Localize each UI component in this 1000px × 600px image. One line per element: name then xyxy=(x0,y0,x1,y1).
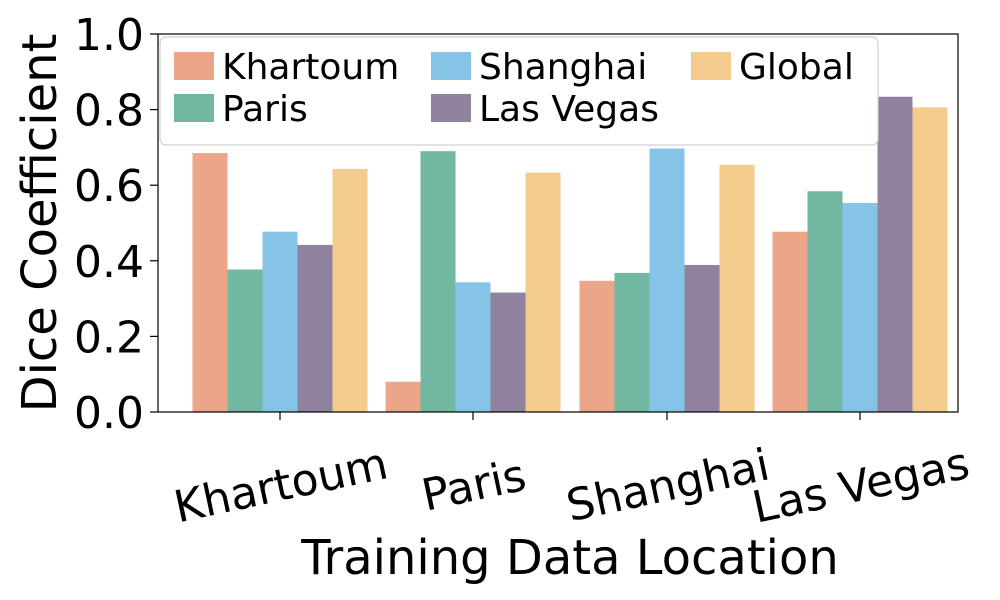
y-tick-label: 0.8 xyxy=(74,86,144,137)
bar-paris-paris xyxy=(420,151,456,412)
bar-las-vegas-khartoum xyxy=(297,244,333,412)
bar-paris-khartoum xyxy=(227,269,263,412)
legend-swatch-khartoum xyxy=(174,52,214,80)
x-tick-label: Khartoum xyxy=(170,438,393,533)
y-tick-label: 1.0 xyxy=(74,10,144,61)
legend-label-global: Global xyxy=(739,47,854,88)
legend-label-las-vegas: Las Vegas xyxy=(479,89,659,130)
legend-label-shanghai: Shanghai xyxy=(479,47,647,88)
legend-label-paris: Paris xyxy=(222,89,308,130)
bar-global-khartoum xyxy=(332,168,368,412)
y-tick-label: 0.2 xyxy=(74,312,144,363)
x-axis-title: Training Data Location xyxy=(300,530,839,586)
bar-global-shanghai xyxy=(719,164,755,412)
bar-global-las-vegas xyxy=(912,107,948,412)
legend-swatch-shanghai xyxy=(431,52,471,80)
y-tick-label: 0.4 xyxy=(74,237,144,288)
legend-label-khartoum: Khartoum xyxy=(222,47,399,88)
plot-frame xyxy=(157,33,959,413)
bar-shanghai-khartoum xyxy=(262,231,298,412)
bar-khartoum-khartoum xyxy=(192,153,228,412)
legend-swatch-paris xyxy=(174,94,214,122)
y-tick-label: 0.6 xyxy=(74,161,144,212)
legend-swatch-las-vegas xyxy=(431,94,471,122)
legend-swatch-global xyxy=(691,52,731,80)
bar-paris-las-vegas xyxy=(807,191,843,412)
bar-paris-shanghai xyxy=(614,272,650,412)
bar-khartoum-las-vegas xyxy=(772,231,808,412)
bar-shanghai-las-vegas xyxy=(842,202,878,412)
bar-las-vegas-las-vegas xyxy=(877,96,913,413)
bar-shanghai-paris xyxy=(455,282,491,412)
x-tick-label: Shanghai xyxy=(562,439,774,532)
bar-khartoum-paris xyxy=(385,381,421,412)
y-tick-label: 0.0 xyxy=(74,388,144,439)
bar-global-paris xyxy=(525,172,561,412)
bar-shanghai-shanghai xyxy=(649,148,685,412)
bar-las-vegas-paris xyxy=(490,292,526,412)
y-axis-title: Dice Coefficient xyxy=(12,34,68,413)
x-tick-label: Paris xyxy=(417,450,530,522)
y-axis: 0.0 0.2 0.4 0.6 0.8 1.0 xyxy=(74,10,158,439)
bar-khartoum-shanghai xyxy=(579,280,615,412)
bars-group xyxy=(192,96,948,413)
x-tick-label: Las Vegas xyxy=(748,438,974,534)
bar-las-vegas-shanghai xyxy=(684,264,720,412)
